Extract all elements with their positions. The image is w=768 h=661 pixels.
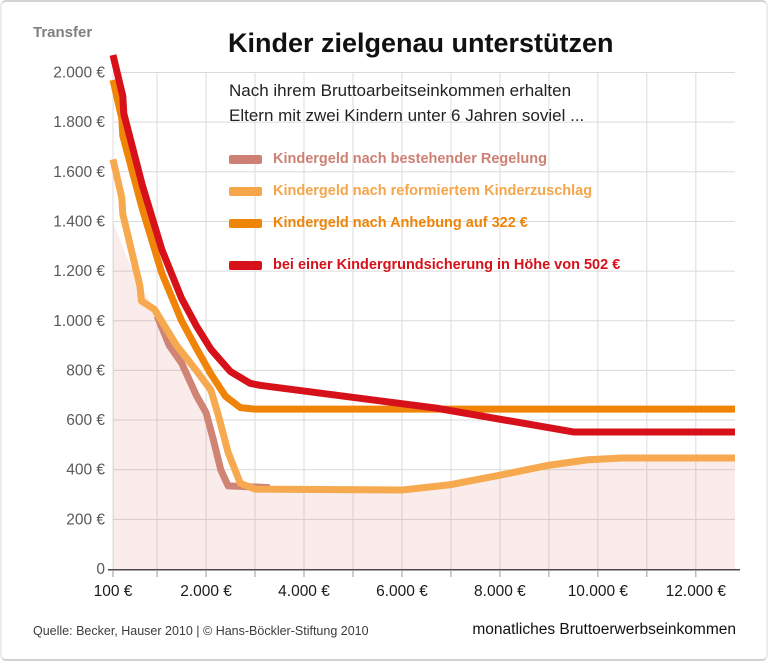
subtitle-line-1: Nach ihrem Bruttoarbeitseinkommen erhalt…	[229, 81, 572, 100]
x-axis-title: monatliches Bruttoerwerbseinkommen	[472, 621, 736, 638]
legend-item-kindergrundsicherung-502: bei einer Kindergrundsicherung in Höhe v…	[229, 257, 620, 273]
legend-label: Kindergeld nach bestehender Regelung	[273, 151, 547, 167]
svg-text:10.000 €: 10.000 €	[568, 583, 629, 600]
svg-text:1.000 €: 1.000 €	[53, 313, 105, 330]
legend-item-reformierter-kinderzuschlag: Kindergeld nach reformiertem Kinderzusch…	[229, 183, 592, 199]
svg-text:600 €: 600 €	[66, 412, 105, 429]
legend-swatch-icon	[229, 186, 262, 196]
chart-title: Kinder zielgenau unterstützen	[228, 28, 614, 58]
legend-item-anhebung-322: Kindergeld nach Anhebung auf 322 €	[229, 215, 528, 231]
svg-text:0: 0	[96, 561, 105, 578]
legend-item-bestehende-regelung: Kindergeld nach bestehender Regelung	[229, 151, 547, 167]
svg-text:12.000 €: 12.000 €	[666, 583, 727, 600]
legend-swatch-icon	[229, 154, 262, 164]
svg-text:1.600 €: 1.600 €	[53, 164, 105, 181]
legend-label: bei einer Kindergrundsicherung in Höhe v…	[273, 257, 621, 273]
legend-swatch-icon	[229, 260, 262, 270]
legend-label: Kindergeld nach Anhebung auf 322 €	[273, 215, 528, 231]
legend-label: Kindergeld nach reformiertem Kinderzusch…	[273, 183, 593, 199]
svg-text:2.000 €: 2.000 €	[53, 65, 105, 82]
svg-text:200 €: 200 €	[66, 511, 105, 528]
subtitle-line-2: Eltern mit zwei Kindern unter 6 Jahren s…	[229, 106, 585, 125]
svg-text:100 €: 100 €	[94, 583, 133, 600]
svg-text:4.000 €: 4.000 €	[278, 583, 330, 600]
svg-text:1.800 €: 1.800 €	[53, 114, 105, 131]
svg-text:1.200 €: 1.200 €	[53, 263, 105, 280]
chart-subtitle: Nach ihrem Bruttoarbeitseinkommen erhalt…	[229, 78, 584, 128]
svg-text:6.000 €: 6.000 €	[376, 583, 428, 600]
svg-text:1.400 €: 1.400 €	[53, 213, 105, 230]
y-axis-title: Transfer	[33, 24, 93, 41]
legend-swatch-icon	[229, 218, 262, 228]
source-caption: Quelle: Becker, Hauser 2010 | © Hans-Böc…	[33, 624, 369, 638]
svg-text:400 €: 400 €	[66, 462, 105, 479]
svg-text:800 €: 800 €	[66, 362, 105, 379]
svg-text:8.000 €: 8.000 €	[474, 583, 526, 600]
svg-text:2.000 €: 2.000 €	[180, 583, 232, 600]
